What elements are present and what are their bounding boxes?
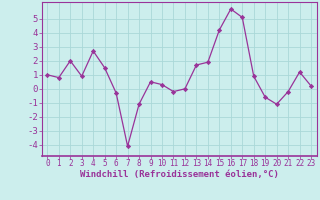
- X-axis label: Windchill (Refroidissement éolien,°C): Windchill (Refroidissement éolien,°C): [80, 170, 279, 179]
